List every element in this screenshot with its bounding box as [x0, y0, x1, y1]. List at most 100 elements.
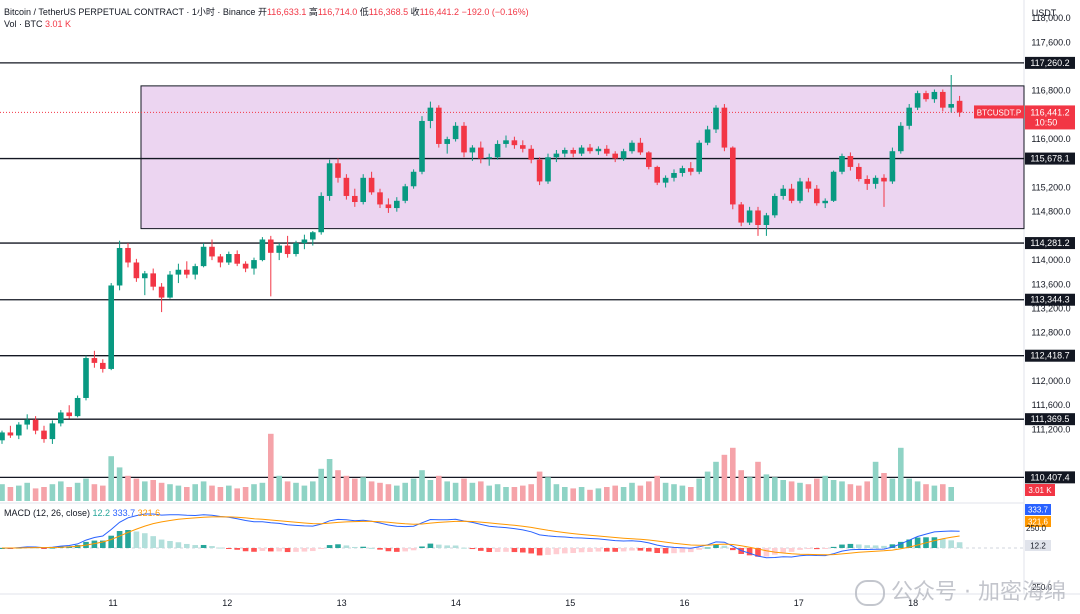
macd-histogram-bar — [755, 548, 761, 557]
macd-histogram-bar — [385, 548, 392, 552]
candle-body — [721, 107, 728, 148]
candle-body — [604, 148, 610, 154]
candle-body — [881, 177, 887, 182]
macd-histogram-bar — [427, 543, 434, 548]
macd-histogram-bar — [284, 548, 291, 553]
candle-body — [461, 125, 467, 153]
candle-body — [100, 362, 106, 369]
macd-histogram-bar — [713, 544, 719, 548]
macd-histogram-bar — [175, 542, 182, 548]
macd-histogram-bar — [234, 548, 240, 550]
candle-body — [74, 397, 81, 417]
level-badge-label: 117,260.2 — [1030, 58, 1069, 68]
volume-bar — [360, 477, 366, 501]
candle-body — [427, 107, 434, 121]
candle-body — [91, 358, 98, 363]
volume-bar — [940, 484, 946, 501]
macd-histogram-bar — [377, 548, 383, 550]
macd-histogram-bar — [108, 535, 114, 548]
level-badge-label: 114,281.2 — [1030, 238, 1069, 248]
macd-histogram-bar — [352, 546, 358, 548]
volume-bar — [335, 470, 341, 501]
time-tick-label: 11 — [108, 598, 117, 608]
open-value: 116,633.1 — [266, 7, 307, 17]
volume-bar — [822, 475, 828, 501]
volume-bar — [24, 482, 30, 501]
volume-bar — [175, 485, 182, 501]
candle-body — [889, 151, 896, 182]
volume-bar — [578, 487, 585, 501]
candle-body — [301, 239, 308, 244]
macd-histogram-bar — [511, 548, 518, 553]
volume-bar — [948, 487, 954, 501]
macd-legend: MACD (12, 26, close) 12.2 333.7 321.6 — [4, 508, 160, 518]
macd-badge — [1025, 504, 1051, 515]
candle-body — [931, 91, 938, 100]
macd-histogram-bar — [167, 540, 173, 548]
candle-body — [352, 195, 358, 203]
macd-histogram-bar — [343, 545, 350, 548]
last-price-label: 116,441.2 — [1030, 107, 1069, 117]
volume-bar — [738, 470, 744, 501]
candle-body — [620, 151, 627, 159]
candle-body — [948, 104, 954, 108]
wechat-logo-icon — [855, 580, 886, 606]
macd-histogram-bar — [948, 540, 954, 548]
macd-histogram-bar — [587, 548, 593, 552]
macd-histogram-bar — [805, 548, 812, 549]
time-tick-label: 14 — [451, 598, 461, 608]
candle-body — [805, 181, 812, 189]
candle-body — [822, 200, 828, 204]
volume-bar — [906, 478, 912, 501]
signal-badge-label: 321.6 — [1028, 518, 1049, 527]
candle-body — [830, 171, 837, 201]
price-tick-label: 114,000.0 — [1031, 255, 1070, 265]
volume-bar — [469, 482, 476, 501]
volume-bar — [536, 471, 543, 501]
volume-bar — [814, 478, 820, 501]
volume-bar — [830, 480, 837, 501]
candle-body — [276, 245, 282, 253]
candle-body — [839, 156, 845, 172]
candle-body — [797, 181, 803, 201]
candle-body — [242, 263, 249, 269]
high-label: 高 — [308, 7, 318, 17]
close-value: 116,441.2 — [419, 7, 460, 17]
volume-bar — [721, 454, 728, 501]
hist-badge — [1025, 540, 1051, 551]
price-tick-label: 116,000.0 — [1031, 134, 1070, 144]
volume-bar — [898, 447, 904, 501]
candle-body — [788, 188, 795, 201]
candle-body — [688, 168, 694, 172]
volume-bar — [562, 487, 568, 501]
candle-body — [906, 107, 912, 126]
macd-histogram-bar — [209, 546, 215, 548]
macd-histogram-bar — [528, 548, 534, 554]
candle-body — [528, 148, 534, 160]
volume-bar — [881, 473, 887, 501]
volume-bar — [310, 481, 316, 501]
volume-bar — [352, 478, 358, 501]
volume-bar — [368, 481, 375, 501]
candle-body — [662, 177, 669, 183]
volume-bar — [301, 485, 308, 501]
change-value: −192.0 (−0.16%) — [461, 7, 529, 17]
symbol-title: Bitcoin / TetherUS PERPETUAL CONTRACT · … — [4, 7, 256, 17]
macd-histogram-bar — [368, 547, 375, 549]
candle-body — [536, 159, 543, 182]
volume-bar — [452, 482, 459, 501]
volume-bar — [276, 475, 282, 501]
volume-bar — [150, 480, 156, 501]
candle-body — [772, 195, 778, 216]
price-tick-label: 117,600.0 — [1031, 37, 1070, 47]
volume-bar — [184, 487, 190, 501]
volume-bar — [318, 468, 324, 501]
volume-bar — [595, 488, 602, 501]
chart-legend-symbol: Bitcoin / TetherUS PERPETUAL CONTRACT · … — [4, 5, 529, 18]
volume-bar — [528, 484, 534, 501]
macd-line — [1, 513, 960, 559]
macd-histogram-bar — [696, 548, 702, 550]
macd-histogram-bar — [898, 541, 904, 548]
watermark: 公众号 · 加密海绵 — [855, 574, 1066, 606]
